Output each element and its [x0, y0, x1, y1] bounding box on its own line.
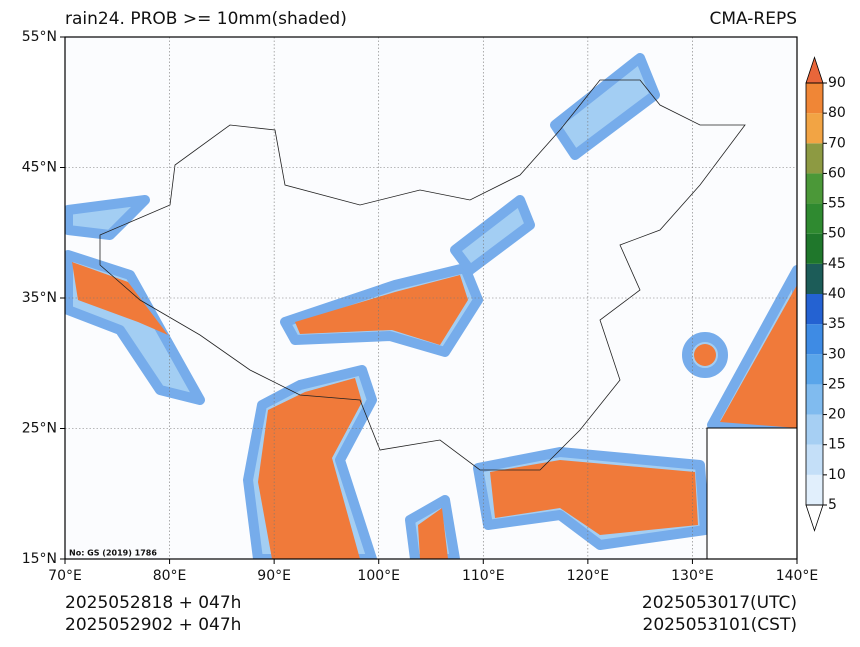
y-tick-label: 45°N [22, 160, 57, 176]
x-tick-label: 80°E [153, 568, 187, 584]
colorbar-label: 40 [828, 286, 846, 302]
colorbar-under [805, 504, 824, 532]
colorbar-box [806, 263, 823, 294]
boundary [99, 79, 746, 471]
y-tick-label: 15°N [22, 551, 57, 567]
colorbar-box [806, 173, 823, 204]
colorbar-box [806, 83, 823, 114]
colorbar-label: 80 [828, 105, 846, 121]
colorbar-label: 50 [828, 226, 846, 242]
colorbar-label: 25 [828, 376, 846, 392]
colorbar-box [806, 113, 823, 144]
colorbar-label: 30 [828, 346, 846, 362]
colorbar-label: 35 [828, 316, 846, 332]
map-note: No: GS (2019) 1786 [69, 549, 157, 558]
colorbar-label: 20 [828, 407, 846, 423]
colorbar-box [806, 474, 823, 505]
colorbar-label: 5 [828, 497, 837, 513]
rain-core [418, 508, 448, 559]
x-tick-label: 100°E [357, 568, 400, 584]
rain-halo [65, 195, 150, 240]
inset-map [706, 427, 798, 560]
rain-core [694, 344, 716, 366]
colorbar-box [806, 233, 823, 264]
colorbar-box [806, 324, 823, 355]
colorbar-box [806, 414, 823, 445]
colorbar-label: 90 [828, 75, 846, 91]
rain-core [295, 275, 468, 345]
precip-layer [65, 53, 797, 559]
colorbar-label: 10 [828, 467, 846, 483]
y-tick-label: 25°N [22, 421, 57, 437]
colorbar-box [806, 203, 823, 234]
x-tick-label: 120°E [567, 568, 610, 584]
map-title: rain24. PROB >= 10mm(shaded) [65, 9, 347, 29]
y-tick-label: 55°N [22, 29, 57, 45]
colorbar-label: 70 [828, 135, 846, 151]
rain-core [720, 285, 797, 428]
valid-cst: 2025053101(CST) [643, 615, 797, 635]
x-tick-label: 140°E [776, 568, 819, 584]
init-utc: 2025052818 + 047h [65, 593, 241, 613]
rain-halo [450, 195, 535, 275]
colorbar-box [806, 384, 823, 415]
colorbar-box [806, 143, 823, 174]
rain-core [72, 262, 168, 335]
colorbar-over [805, 56, 824, 84]
colorbar-box [806, 294, 823, 325]
init-cst: 2025052902 + 047h [65, 615, 241, 635]
x-tick-label: 70°E [48, 568, 82, 584]
x-tick-label: 130°E [671, 568, 714, 584]
map-source: CMA-REPS [709, 9, 797, 29]
colorbar-label: 55 [828, 196, 846, 212]
colorbar-box [806, 354, 823, 385]
rain-core [258, 378, 362, 559]
colorbar: 5 10 15 20 25 30 35 40 45 50 55 60 70 80 90 [805, 56, 846, 532]
colorbar-label: 15 [828, 437, 846, 453]
rain-core [490, 460, 698, 535]
colorbar-label: 60 [828, 165, 846, 181]
colorbar-box [806, 444, 823, 475]
x-tick-label: 110°E [462, 568, 505, 584]
colorbar-label: 45 [828, 256, 846, 272]
valid-utc: 2025053017(UTC) [642, 593, 797, 613]
x-tick-label: 90°E [257, 568, 291, 584]
y-tick-label: 35°N [22, 290, 57, 306]
